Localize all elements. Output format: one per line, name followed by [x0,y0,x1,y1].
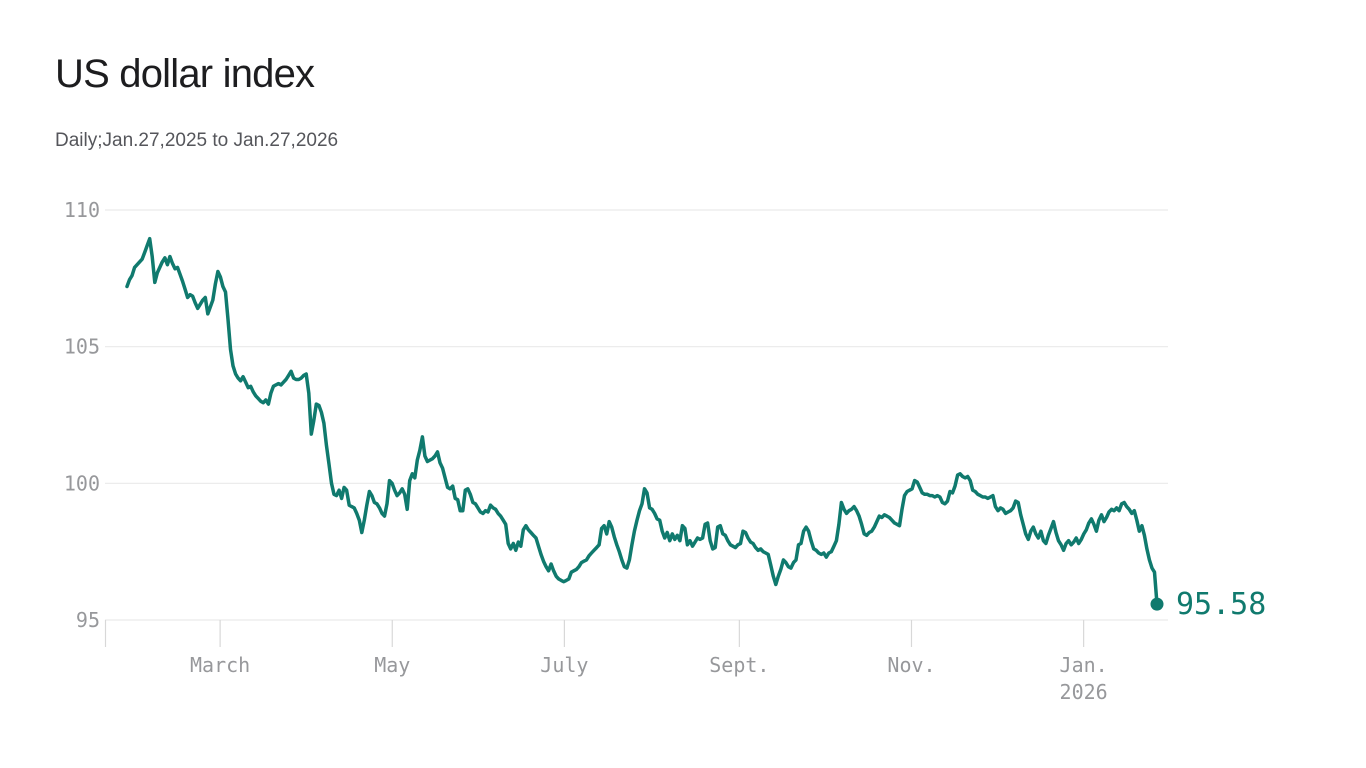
last-value-label: 95.58 [1176,587,1266,622]
chart-subtitle: Daily;Jan.27,2025 to Jan.27,2026 [55,130,339,151]
series-line [125,236,1159,606]
x-axis-sublabel-2026: 2026 [1060,680,1108,704]
last-point-dot [1150,597,1164,611]
x-axis-label-May: May [374,653,410,677]
x-axis-label-Jan.: Jan. [1060,653,1108,677]
y-axis-label-105: 105 [64,335,100,359]
x-axis-label-July: July [540,653,588,677]
chart-title: US dollar index [55,52,315,96]
x-axis-label-Nov.: Nov. [887,653,935,677]
y-axis-label-95: 95 [76,608,100,632]
y-axis-label-110: 110 [64,198,100,222]
x-axis-label-March: March [190,653,250,677]
x-axis-label-Sept.: Sept. [709,653,769,677]
y-axis-label-100: 100 [64,471,100,495]
